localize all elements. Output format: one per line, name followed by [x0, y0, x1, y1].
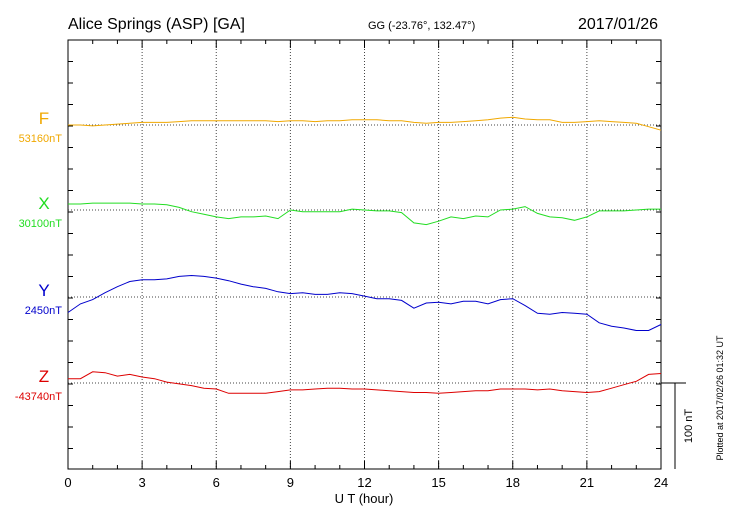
x-tick-label: 15: [431, 475, 445, 490]
x-axis-label: U T (hour): [335, 491, 394, 506]
x-tick-label: 9: [287, 475, 294, 490]
x-tick-label: 12: [357, 475, 371, 490]
component-label-f: F: [39, 109, 49, 128]
plot-frame: [67, 39, 662, 470]
grid: [68, 40, 661, 469]
series-line-f: [68, 116, 662, 131]
x-tick-label: 24: [654, 475, 668, 490]
component-label-x: X: [38, 194, 49, 213]
baseline-label-y: 2450nT: [25, 305, 63, 317]
station-title: Alice Springs (ASP) [GA]: [68, 16, 245, 33]
x-tick-label: 18: [506, 475, 520, 490]
component-label-y: Y: [38, 281, 49, 300]
x-tick-label: 0: [64, 475, 71, 490]
x-tick-label: 21: [580, 475, 594, 490]
coords-label: GG (-23.76°, 132.47°): [368, 20, 475, 32]
series-lines: [67, 116, 662, 394]
component-label-z: Z: [39, 367, 49, 386]
baseline-label-z: -43740nT: [15, 391, 62, 403]
x-tick-label: 3: [139, 475, 146, 490]
baseline-label-f: 53160nT: [19, 133, 63, 145]
x-tick-label: 6: [213, 475, 220, 490]
component-labels: F 53160nT X 30100nT Y 2450nT Z -43740nT: [15, 109, 62, 403]
plotted-timestamp: Plotted at 2017/02/26 01:32 UT: [715, 335, 725, 461]
scale-bar-label: 100 nT: [683, 409, 695, 444]
series-line-x: [68, 202, 661, 226]
series-line-z: [68, 371, 662, 394]
axis-ticks: 0 3 6 9 12 15 18 21 24: [64, 40, 668, 490]
baseline-label-x: 30100nT: [19, 218, 63, 230]
date-label: 2017/01/26: [578, 16, 658, 33]
series-line-y: [67, 274, 662, 331]
